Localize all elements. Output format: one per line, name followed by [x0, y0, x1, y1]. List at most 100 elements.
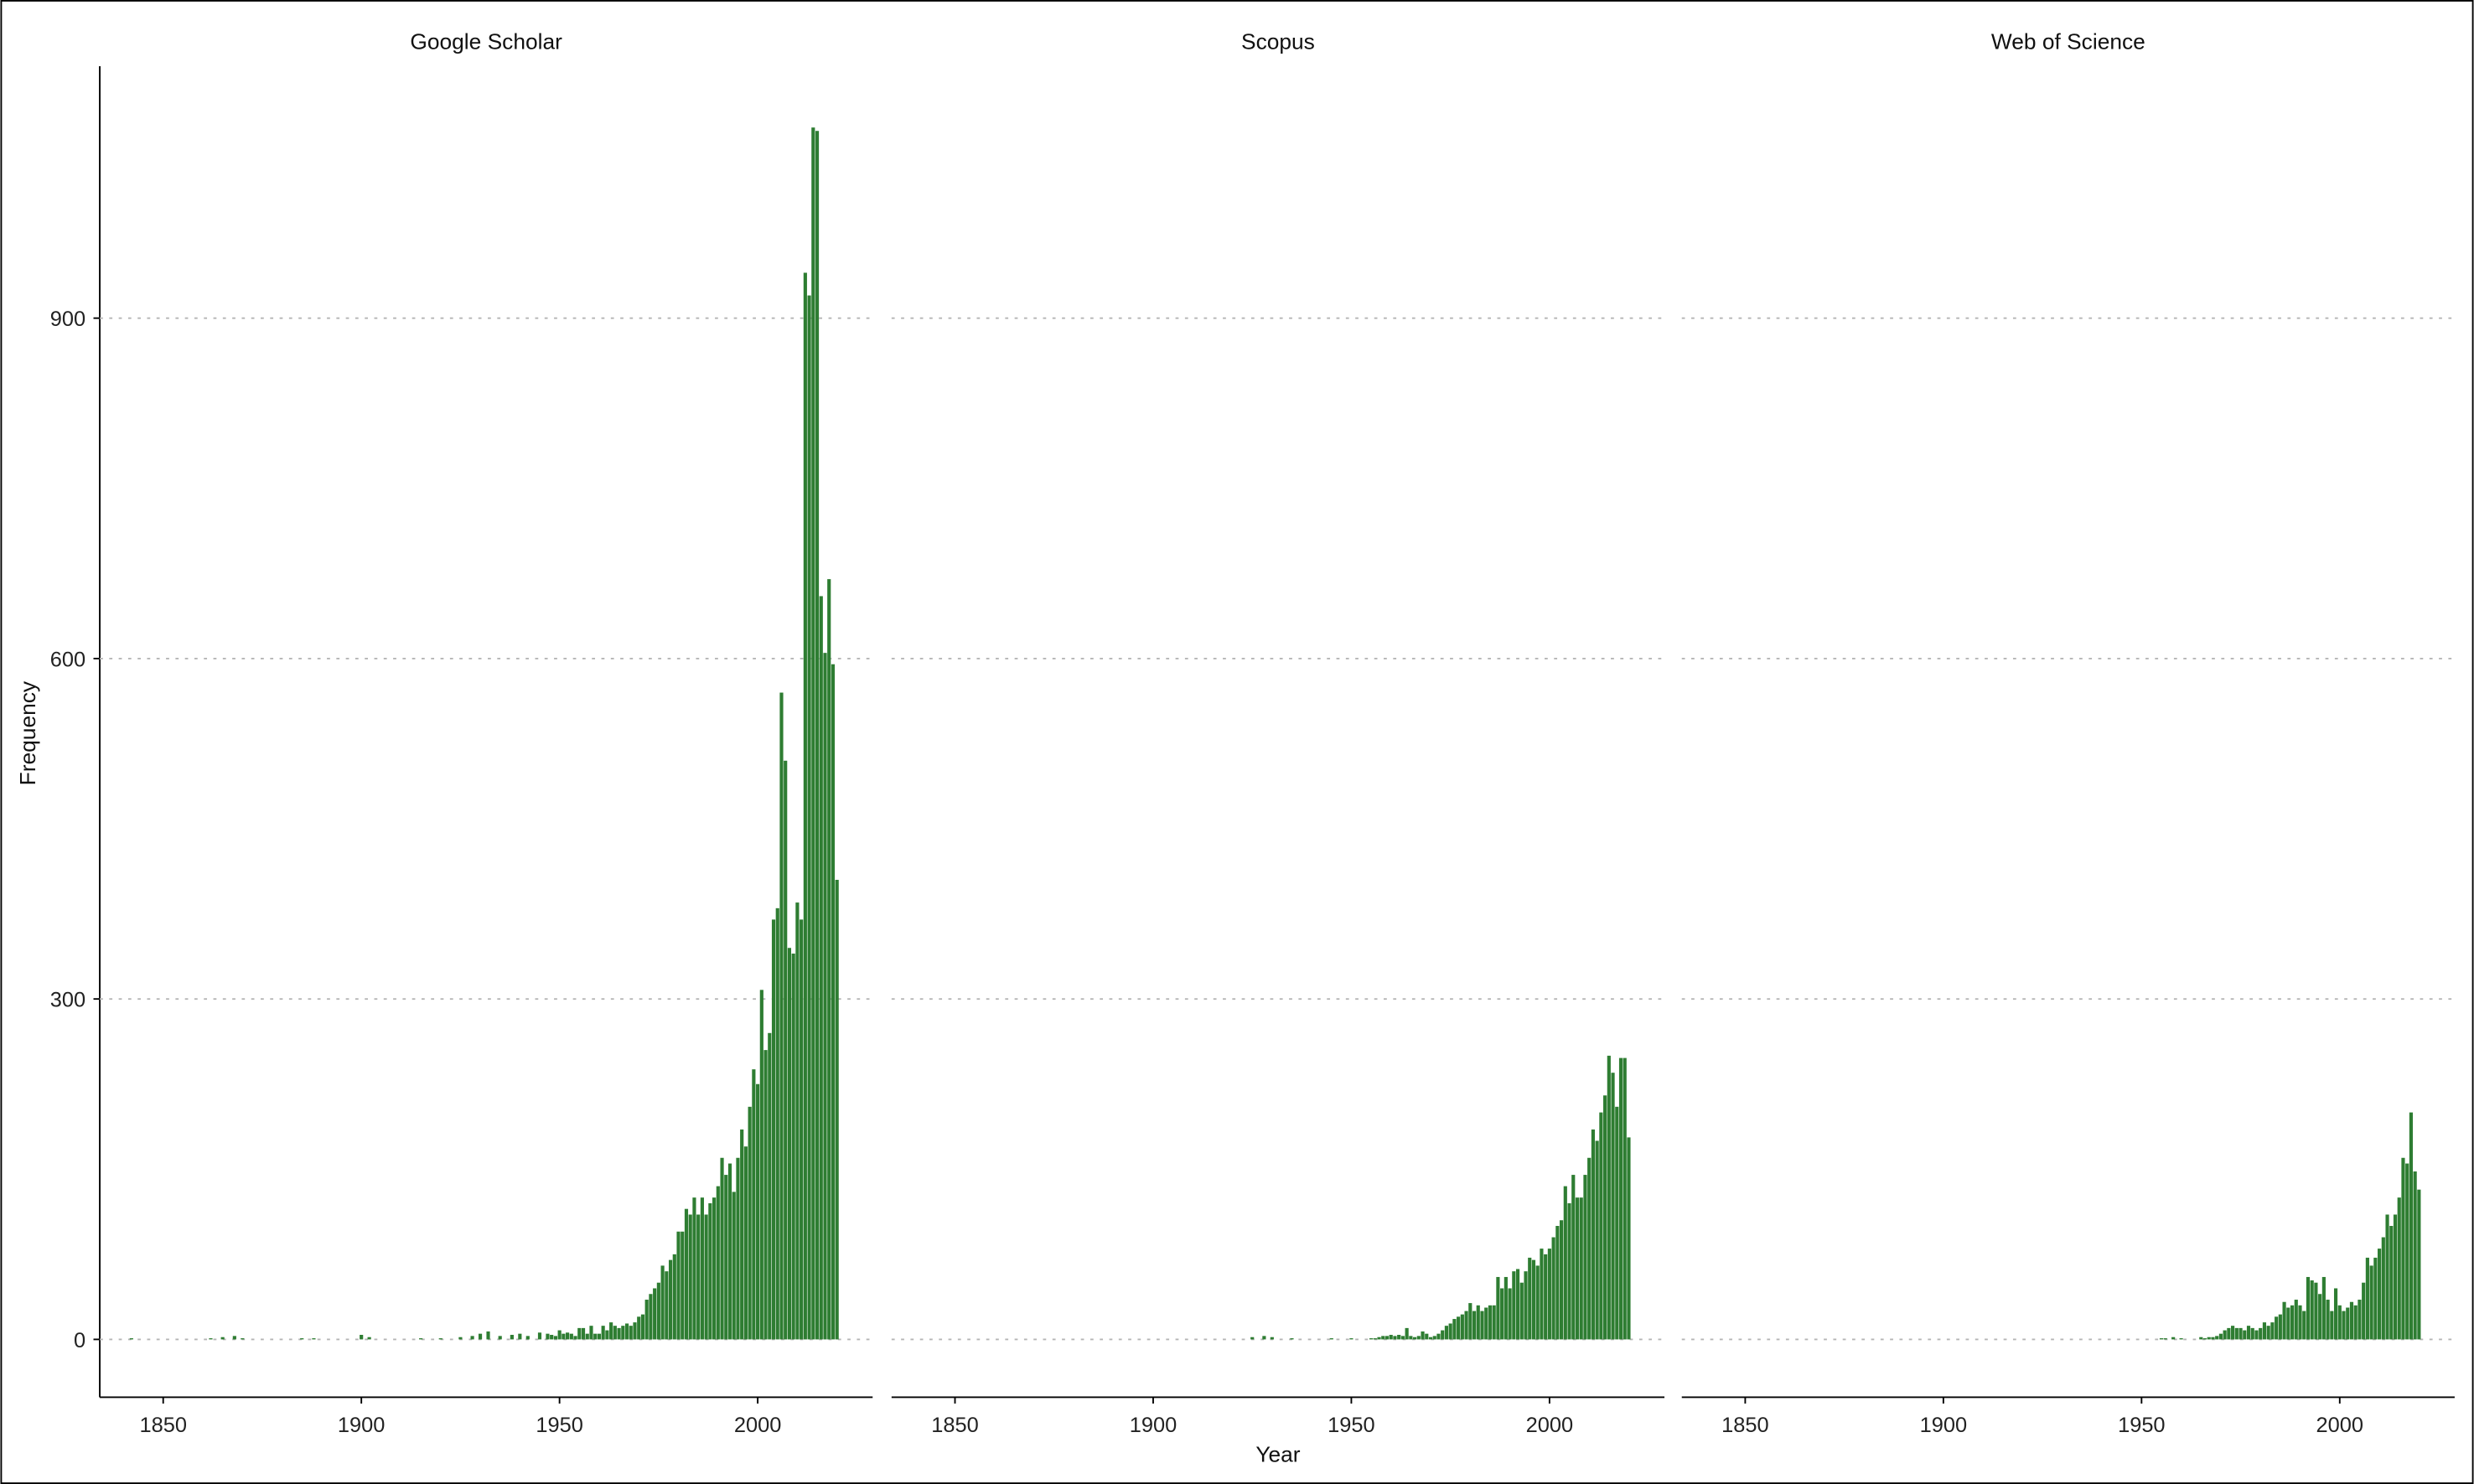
bar: [1607, 1055, 1611, 1340]
bar: [129, 1338, 133, 1340]
bar: [815, 131, 820, 1340]
bar: [478, 1333, 483, 1340]
bar: [656, 1282, 660, 1340]
bar: [2282, 1301, 2286, 1340]
bar: [2365, 1257, 2369, 1340]
bar: [748, 1106, 752, 1340]
bar: [712, 1197, 717, 1340]
bar: [1599, 1112, 1603, 1340]
bar: [1425, 1333, 1429, 1340]
bar: [1444, 1326, 1449, 1340]
bar: [613, 1326, 617, 1340]
bar: [2358, 1300, 2362, 1340]
bar: [1595, 1140, 1599, 1340]
x-tick-label: 1950: [2118, 1414, 2165, 1437]
bar: [2381, 1237, 2385, 1340]
bar: [1492, 1305, 1496, 1340]
bar: [1460, 1314, 1464, 1340]
bar: [2413, 1171, 2417, 1340]
bar: [601, 1326, 605, 1340]
bar: [1476, 1305, 1480, 1340]
bar: [1349, 1338, 1353, 1340]
bar: [2369, 1265, 2373, 1340]
bar: [633, 1322, 637, 1340]
bar: [779, 692, 784, 1340]
bar: [2401, 1157, 2405, 1340]
bar: [2362, 1282, 2366, 1340]
bar: [2393, 1214, 2398, 1340]
bar: [2389, 1226, 2394, 1340]
bar: [577, 1327, 582, 1340]
bar: [759, 990, 763, 1340]
bar: [546, 1333, 550, 1340]
bar: [2266, 1326, 2270, 1340]
bar: [1567, 1202, 1571, 1340]
bar: [2286, 1307, 2290, 1340]
bar: [2306, 1276, 2311, 1340]
bar: [569, 1333, 573, 1340]
bar: [2227, 1327, 2231, 1340]
bar: [589, 1326, 593, 1340]
bar: [672, 1254, 676, 1340]
y-tick-label: 0: [74, 1329, 85, 1352]
bar: [2302, 1311, 2306, 1340]
bar: [1484, 1307, 1488, 1340]
x-tick-label: 2000: [734, 1414, 781, 1437]
bar: [756, 1083, 760, 1340]
bar: [665, 1271, 669, 1340]
bar: [1591, 1129, 1595, 1340]
bar: [1432, 1336, 1436, 1340]
bar: [1472, 1311, 1477, 1340]
bar: [791, 954, 795, 1340]
bar: [2239, 1327, 2243, 1340]
bar: [605, 1330, 609, 1340]
bar: [1409, 1336, 1413, 1340]
bar: [827, 579, 831, 1340]
bar: [1421, 1331, 1425, 1340]
bar: [637, 1316, 641, 1340]
bar: [1583, 1175, 1587, 1340]
bar: [312, 1338, 316, 1340]
x-tick-label: 1950: [1328, 1414, 1374, 1437]
y-tick-label: 900: [50, 308, 85, 331]
bar: [2262, 1322, 2267, 1340]
bar: [696, 1214, 701, 1340]
bar: [1504, 1276, 1508, 1340]
bar: [557, 1330, 562, 1340]
bar: [2290, 1305, 2295, 1340]
facet-title: Scopus: [1241, 28, 1315, 54]
bar: [2377, 1249, 2382, 1340]
bar: [1400, 1336, 1405, 1340]
bar: [2326, 1300, 2330, 1340]
bar: [2353, 1305, 2358, 1340]
bar: [1571, 1175, 1576, 1340]
bar: [2250, 1327, 2254, 1340]
bar: [640, 1314, 645, 1340]
bar: [2298, 1305, 2302, 1340]
bar: [700, 1197, 704, 1340]
bar: [1457, 1316, 1461, 1340]
bar: [1531, 1259, 1536, 1340]
bar: [716, 1186, 720, 1340]
bar: [300, 1338, 304, 1340]
bar: [1405, 1327, 1409, 1340]
bar: [585, 1333, 589, 1340]
bar: [2409, 1112, 2413, 1340]
bar: [1381, 1336, 1385, 1340]
facet-title: Google Scholar: [410, 28, 562, 54]
bar: [2314, 1282, 2318, 1340]
bar: [1535, 1265, 1540, 1340]
bar: [795, 902, 800, 1340]
bar: [740, 1129, 744, 1340]
bar: [550, 1335, 554, 1340]
bar: [1587, 1157, 1592, 1340]
bar: [1512, 1271, 1516, 1340]
bar: [2179, 1338, 2183, 1340]
bar: [736, 1157, 740, 1340]
bar: [562, 1333, 566, 1340]
bar: [1528, 1257, 1532, 1340]
bar: [1618, 1057, 1623, 1340]
bar: [1389, 1335, 1393, 1340]
